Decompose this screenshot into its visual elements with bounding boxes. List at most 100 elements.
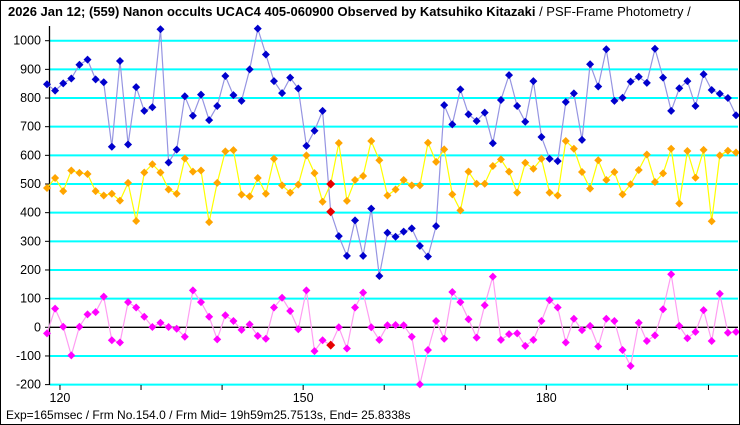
marker-magenta xyxy=(480,301,489,310)
marker-magenta xyxy=(75,322,84,331)
marker-orange xyxy=(229,146,238,155)
marker-blue xyxy=(156,25,165,34)
marker-magenta xyxy=(618,345,627,354)
marker-orange xyxy=(334,139,343,148)
marker-orange xyxy=(537,154,546,163)
marker-magenta xyxy=(683,334,692,343)
marker-orange xyxy=(132,216,141,225)
marker-blue xyxy=(586,60,595,69)
marker-magenta xyxy=(715,289,724,298)
marker-orange xyxy=(513,188,522,197)
marker-magenta xyxy=(675,321,684,330)
marker-blue xyxy=(602,45,611,54)
marker-blue xyxy=(432,222,441,231)
marker-orange xyxy=(553,191,562,200)
marker-blue xyxy=(391,232,400,241)
marker-blue xyxy=(172,145,181,154)
marker-orange xyxy=(618,190,627,199)
marker-blue xyxy=(351,216,360,225)
marker-orange xyxy=(423,138,432,147)
marker-orange xyxy=(610,167,619,176)
marker-orange xyxy=(440,145,449,154)
marker-blue xyxy=(545,154,554,163)
marker-blue xyxy=(561,98,570,107)
marker-orange xyxy=(391,185,400,194)
marker-orange xyxy=(197,166,206,175)
marker-magenta xyxy=(205,312,214,321)
y-tick-label: -200 xyxy=(16,378,41,392)
marker-blue xyxy=(634,72,643,81)
marker-orange xyxy=(286,188,295,197)
marker-orange xyxy=(342,196,351,205)
marker-orange xyxy=(545,188,554,197)
marker-magenta xyxy=(586,321,595,330)
y-tick-label: 400 xyxy=(20,206,41,220)
marker-magenta xyxy=(164,323,173,332)
marker-magenta xyxy=(197,298,206,307)
marker-orange xyxy=(351,175,360,184)
marker-magenta xyxy=(383,321,392,330)
marker-blue xyxy=(594,82,603,91)
marker-magenta xyxy=(278,293,287,302)
marker-blue xyxy=(286,73,295,82)
marker-magenta xyxy=(634,318,643,327)
marker-orange xyxy=(577,167,586,176)
marker-blue xyxy=(415,241,424,250)
marker-blue xyxy=(229,91,238,100)
marker-blue xyxy=(148,103,157,112)
marker-magenta xyxy=(269,303,278,312)
marker-orange xyxy=(164,185,173,194)
y-tick-label: -100 xyxy=(16,349,41,363)
marker-magenta xyxy=(691,327,700,336)
marker-blue xyxy=(197,90,206,99)
marker-orange xyxy=(172,189,181,198)
marker-magenta xyxy=(440,334,449,343)
marker-magenta xyxy=(294,325,303,334)
marker-orange xyxy=(415,181,424,190)
marker-magenta xyxy=(432,316,441,325)
marker-orange xyxy=(115,196,124,205)
marker-magenta xyxy=(83,310,92,319)
series-line-orange xyxy=(46,139,737,223)
marker-blue xyxy=(448,120,457,129)
marker-magenta xyxy=(237,325,246,334)
marker-orange xyxy=(707,217,716,226)
marker-orange xyxy=(180,154,189,163)
marker-blue xyxy=(618,93,627,102)
marker-magenta xyxy=(505,330,514,339)
marker-blue xyxy=(367,204,376,213)
marker-blue xyxy=(164,158,173,167)
marker-blue xyxy=(51,86,60,95)
marker-orange xyxy=(310,169,319,178)
marker-magenta xyxy=(521,341,530,350)
chart-title: 2026 Jan 12; (559) Nanon occults UCAC4 4… xyxy=(8,4,738,20)
y-tick-label: 0 xyxy=(34,320,41,334)
marker-blue xyxy=(732,111,739,120)
marker-orange xyxy=(407,181,416,190)
marker-blue xyxy=(278,89,287,98)
marker-orange xyxy=(586,184,595,193)
marker-blue xyxy=(399,227,408,236)
marker-magenta xyxy=(399,321,408,330)
marker-orange xyxy=(59,187,68,196)
marker-orange xyxy=(691,173,700,182)
marker-orange xyxy=(213,178,222,187)
marker-orange xyxy=(488,161,497,170)
marker-orange xyxy=(75,168,84,177)
y-tick-label: 800 xyxy=(20,91,41,105)
marker-orange xyxy=(561,137,570,146)
marker-magenta xyxy=(464,315,473,324)
marker-blue xyxy=(675,84,684,93)
y-tick-label: 600 xyxy=(20,148,41,162)
marker-blue xyxy=(140,106,149,115)
marker-magenta xyxy=(229,316,238,325)
marker-magenta xyxy=(140,312,149,321)
marker-orange xyxy=(472,179,481,188)
marker-orange xyxy=(383,191,392,200)
marker-magenta xyxy=(132,303,141,312)
marker-magenta xyxy=(537,316,546,325)
marker-orange xyxy=(359,171,368,180)
marker-orange xyxy=(261,189,270,198)
marker-blue xyxy=(553,157,562,166)
